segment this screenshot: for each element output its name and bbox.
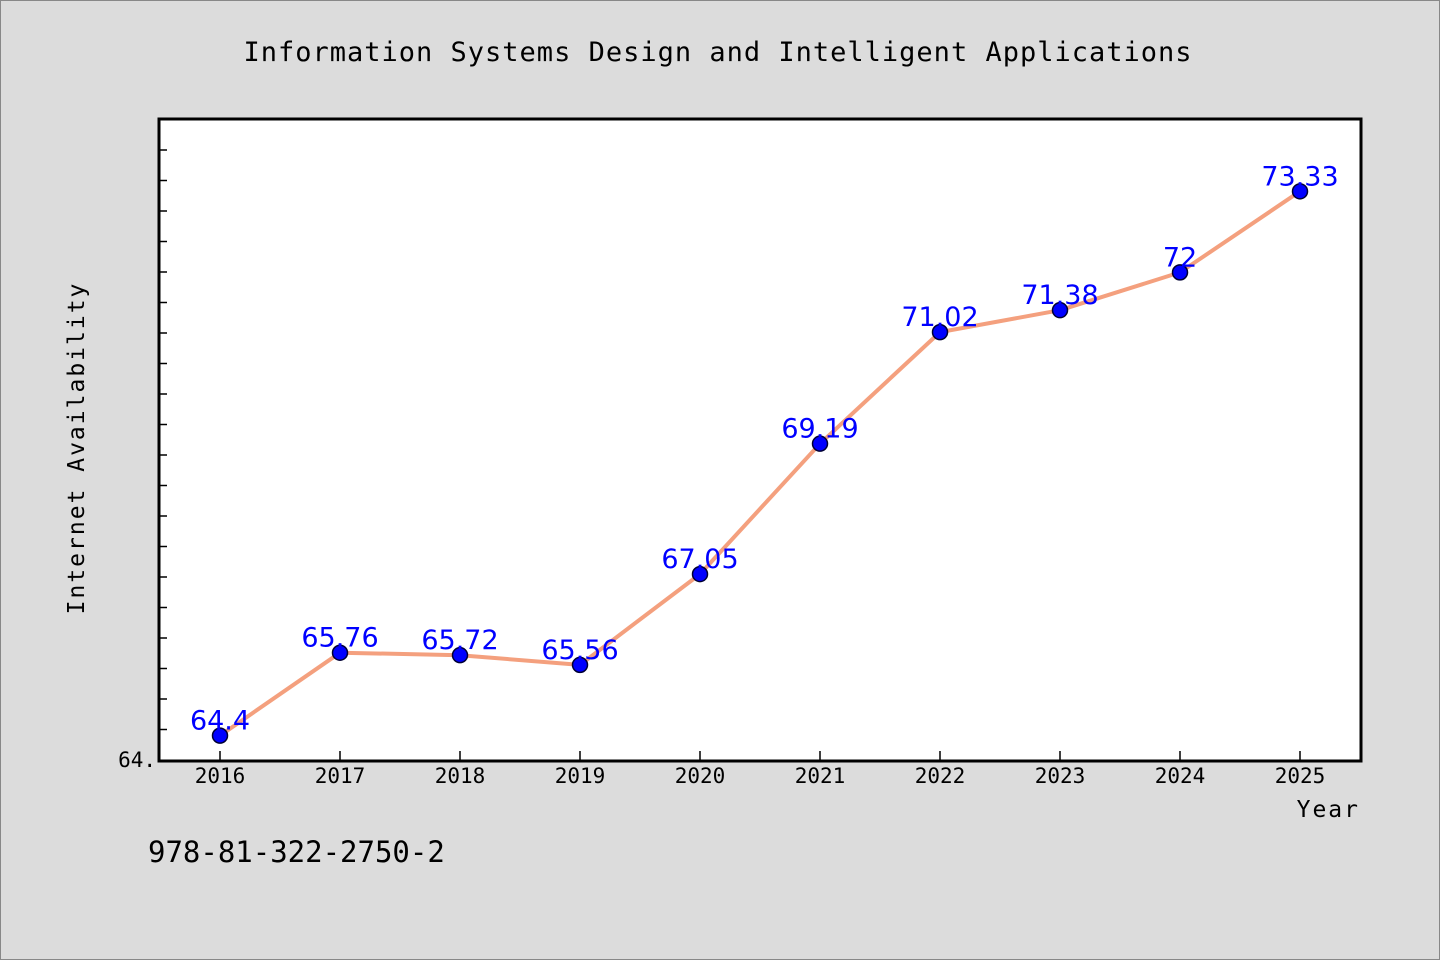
data-point-label: 65.72 (421, 625, 498, 656)
x-axis-ticks (219, 751, 1301, 760)
data-point-label: 71.02 (901, 302, 978, 333)
data-point-label: 65.76 (301, 623, 378, 654)
data-point-marker (571, 656, 589, 674)
data-point-marker (451, 646, 469, 664)
x-tick-label: 2020 (675, 764, 726, 788)
data-point-marker (1051, 301, 1069, 319)
data-labels: 64.4 65.76 65.72 65.56 67.05 69.19 71.02 71.38 7… (190, 161, 1339, 736)
data-point-label: 69.19 (781, 414, 858, 445)
x-tick-label: 2017 (315, 764, 366, 788)
data-point-label: 67.05 (661, 544, 738, 575)
x-tick-label: 2024 (1155, 764, 1206, 788)
x-tick-label: 2018 (435, 764, 486, 788)
y-tick-label: 64. (118, 748, 156, 772)
data-point-marker (331, 644, 349, 661)
data-point-label: 73.33 (1261, 161, 1338, 192)
x-tick-label: 2016 (195, 764, 246, 788)
data-point-marker (1291, 183, 1309, 200)
x-tick-label: 2023 (1035, 764, 1086, 788)
data-point-label: 72 (1163, 242, 1197, 273)
x-tick-label: 2021 (795, 764, 846, 788)
x-tick-label: 2025 (1275, 764, 1326, 788)
data-point-marker (211, 727, 229, 744)
series-line (218, 189, 1302, 738)
x-axis-tick-labels: 2016 2017 2018 2019 2020 2021 2022 2023 2024 2025 (195, 764, 1326, 788)
series-markers (211, 183, 1309, 744)
plot-area (157, 117, 1363, 763)
data-point-marker (811, 435, 829, 452)
y-axis-title: Internet Availability (64, 282, 90, 615)
x-tick-label: 2019 (555, 764, 606, 788)
x-axis-title: Year (1297, 797, 1360, 823)
data-point-label: 65.56 (541, 635, 618, 666)
data-point-marker (931, 323, 949, 341)
x-tick-label: 2022 (915, 764, 966, 788)
isbn-text: 978-81-322-2750-2 (148, 835, 445, 869)
data-point-marker (691, 565, 709, 583)
chart-title: Information Systems Design and Intellige… (243, 37, 1192, 68)
y-axis-ticks (160, 149, 167, 731)
data-point-label: 71.38 (1021, 280, 1098, 311)
data-point-marker (1171, 264, 1189, 281)
data-point-label: 64.4 (190, 706, 250, 737)
